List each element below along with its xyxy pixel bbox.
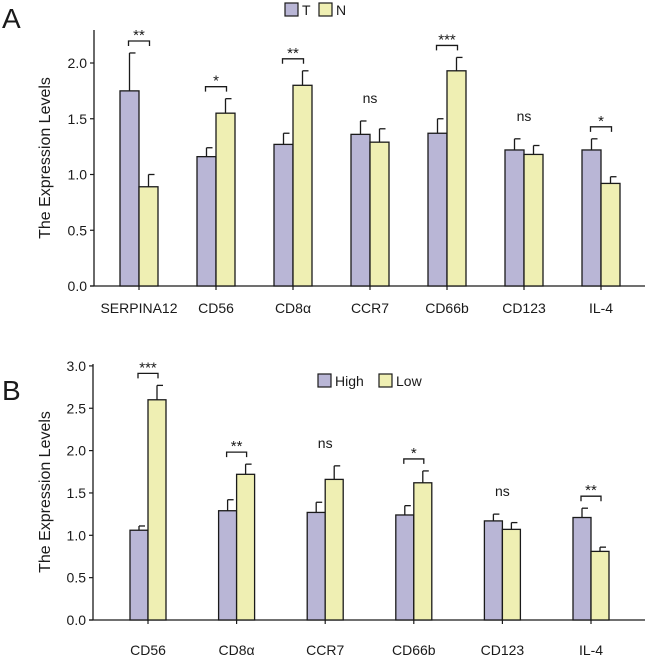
x-tick-label: SERPINA12 — [100, 300, 177, 316]
chart-panel-a: A T N 0.0 0.5 1.0 1.5 2.0 The Expression Levels S… — [2, 2, 645, 316]
significance-label: * — [411, 445, 417, 462]
bar-low — [590, 550, 610, 621]
bar-high — [395, 514, 415, 621]
x-tick-label: CCR7 — [306, 642, 344, 658]
significance-label: ** — [585, 482, 597, 499]
x-tick-label: CD56 — [198, 300, 234, 316]
y-tick-label: 0.0 — [68, 278, 88, 294]
significance-label: * — [598, 113, 604, 130]
bar-n — [138, 186, 159, 287]
significance-bracket — [204, 86, 228, 92]
y-tick-label: 1.5 — [68, 111, 88, 127]
significance-bracket — [281, 58, 305, 64]
bar-n — [369, 141, 390, 287]
significance-label: *** — [438, 31, 456, 48]
panel-label: A — [2, 3, 21, 34]
significance-bracket — [127, 40, 151, 46]
significance-bracket — [403, 458, 425, 464]
x-tick-label: CD56 — [130, 642, 166, 658]
significance-label: ns — [363, 90, 378, 106]
significance-label: ** — [231, 438, 243, 455]
x-tick-label: CD8α — [219, 642, 255, 658]
y-axis-label: The Expression Levels — [37, 411, 54, 573]
x-tick-label: CD8α — [275, 300, 311, 316]
significance-label: ** — [133, 27, 145, 44]
significance-bracket — [435, 44, 459, 51]
bar-n — [446, 70, 467, 287]
bar-n — [215, 112, 236, 287]
y-tick-label: 2.0 — [67, 443, 87, 459]
significance-label: * — [213, 73, 219, 90]
bar-high — [217, 510, 238, 621]
bar-t — [427, 132, 448, 287]
significance-label: ns — [517, 108, 532, 124]
legend-swatch — [284, 2, 299, 17]
bar-t — [581, 149, 602, 287]
x-tick-label: CD66b — [425, 300, 469, 316]
bar-t — [119, 90, 140, 287]
y-tick-label: 3.0 — [67, 358, 87, 374]
x-tick-label: CCR7 — [351, 300, 389, 316]
bar-high — [129, 529, 149, 621]
y-tick-label: 1.5 — [67, 485, 87, 501]
significance-bracket — [580, 495, 602, 502]
bar-low — [147, 399, 167, 621]
y-tick-label: 2.0 — [68, 55, 88, 71]
bar-low — [501, 528, 522, 621]
x-tick-label: IL-4 — [589, 300, 613, 316]
bar-t — [350, 133, 371, 287]
significance-bracket — [225, 451, 248, 458]
legend-swatch — [317, 373, 332, 388]
y-tick-label: 1.0 — [67, 527, 87, 543]
legend-label: T — [302, 2, 311, 18]
bar-n — [292, 84, 313, 287]
y-tick-label: 2.5 — [67, 400, 87, 416]
significance-bracket — [137, 372, 159, 379]
significance-label: *** — [139, 359, 157, 376]
bar-high — [483, 520, 504, 621]
legend-label: N — [336, 2, 346, 18]
x-tick-label: CD123 — [502, 300, 546, 316]
y-axis-label: The Expression Levels — [37, 77, 54, 239]
bar-high — [306, 511, 326, 621]
panel-label: B — [2, 375, 21, 406]
bar-low — [324, 478, 344, 621]
significance-bracket — [589, 126, 613, 132]
bar-low — [413, 482, 433, 621]
y-tick-label: 0.0 — [67, 612, 87, 628]
bar-t — [273, 143, 294, 287]
significance-label: ns — [318, 435, 333, 451]
x-tick-label: CD123 — [481, 642, 525, 658]
x-tick-label: CD66b — [392, 642, 436, 658]
legend-label: Low — [396, 373, 423, 389]
y-tick-label: 0.5 — [67, 570, 87, 586]
legend-swatch — [318, 2, 333, 17]
bar-t — [504, 149, 525, 287]
bar-n — [523, 153, 544, 287]
chart-panel-b: B High Low 0.0 0.5 1.0 1.5 2.0 2.5 3.0 The Express… — [2, 358, 645, 658]
legend-label: High — [335, 373, 364, 389]
bar-high — [572, 516, 592, 621]
y-tick-label: 0.5 — [68, 222, 88, 238]
y-tick-label: 1.0 — [68, 167, 88, 183]
bar-n — [600, 182, 621, 287]
x-tick-label: IL-4 — [579, 642, 603, 658]
bar-t — [196, 156, 217, 287]
significance-label: ** — [287, 45, 299, 62]
bar-low — [235, 473, 256, 621]
significance-label: ns — [495, 483, 510, 499]
legend-swatch — [378, 373, 393, 388]
